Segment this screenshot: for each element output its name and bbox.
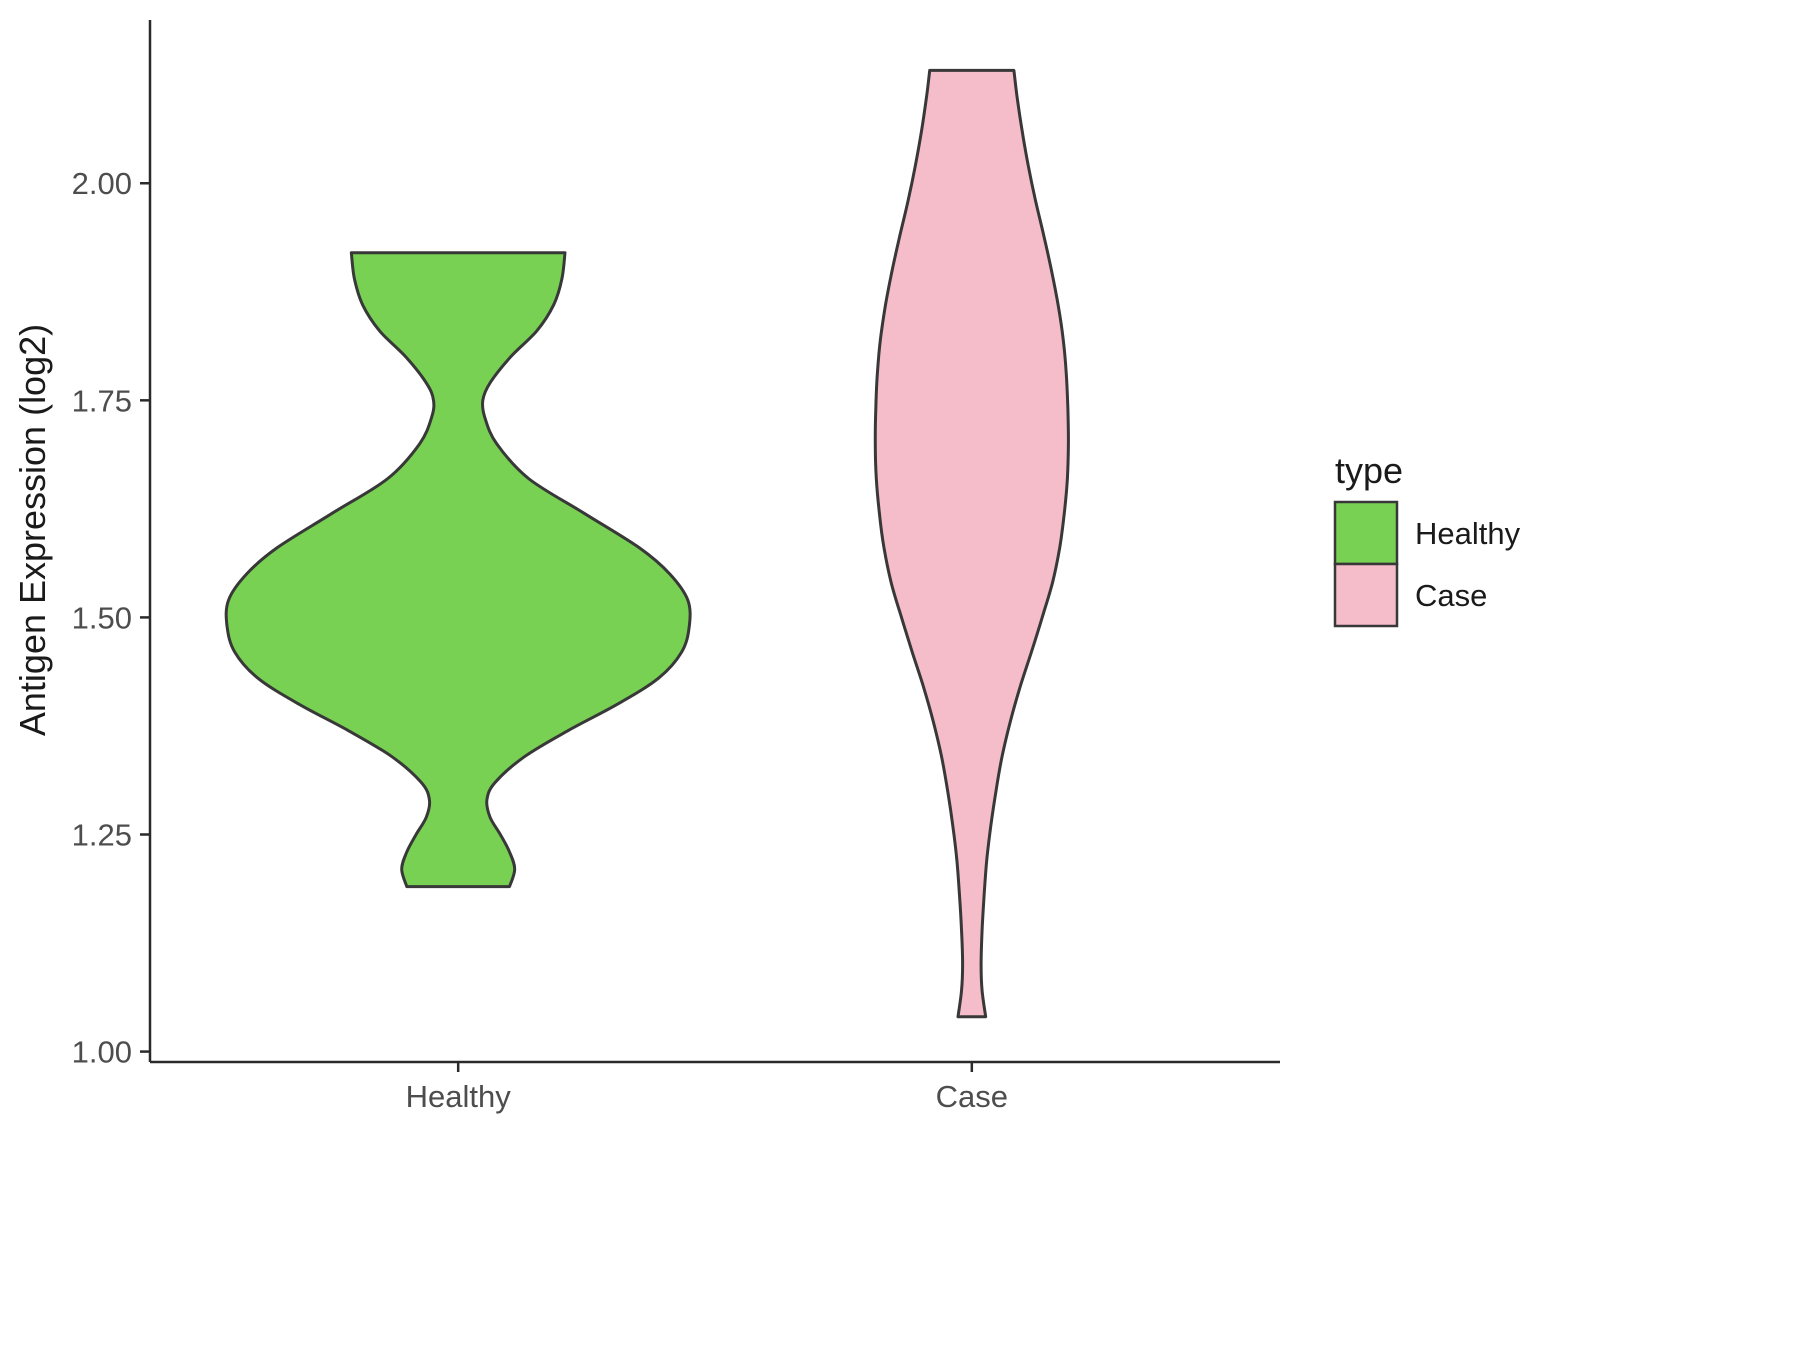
axes-layer: 1.00 1.25 1.50 1.75 2.00 Healthy Case — [72, 20, 1280, 1114]
violins-layer — [224, 68, 1070, 1019]
legend: type Healthy Case — [1333, 450, 1521, 628]
legend-key-healthy — [1333, 500, 1399, 566]
y-tick-label: 1.75 — [72, 383, 132, 418]
y-tick-label: 1.50 — [72, 600, 132, 635]
y-tick-label: 2.00 — [72, 166, 132, 201]
y-tick-label: 1.25 — [72, 817, 132, 852]
legend-label-case: Case — [1415, 578, 1487, 613]
legend-label-healthy: Healthy — [1415, 516, 1521, 551]
y-tick-label: 1.00 — [72, 1035, 132, 1070]
y-axis-title: Antigen Expression (log2) — [12, 324, 53, 736]
violin-healthy — [224, 251, 692, 889]
x-tick-label: Case — [936, 1079, 1008, 1114]
legend-entries: Healthy Case — [1333, 500, 1521, 628]
x-tick-label: Healthy — [406, 1079, 512, 1114]
legend-key-case — [1333, 562, 1399, 628]
legend-title: type — [1335, 450, 1403, 491]
violin-case — [873, 68, 1070, 1019]
